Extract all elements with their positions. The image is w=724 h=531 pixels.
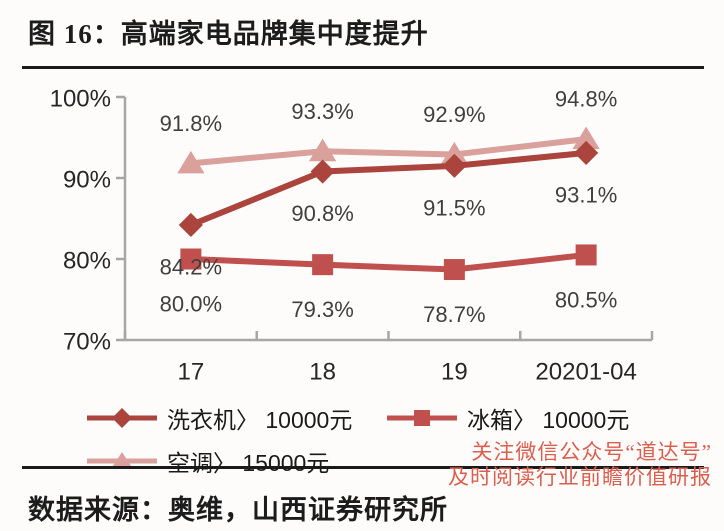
data-label-1-2: 78.7%	[423, 302, 485, 327]
x-axis-label: 20201-04	[535, 359, 636, 386]
watermark-line-1: 关注微信公众号“道达号”	[471, 440, 712, 464]
data-label-1-3: 80.5%	[555, 287, 617, 312]
legend-item-1: 冰箱〉 10000元	[385, 401, 685, 435]
data-label-2-1: 93.3%	[291, 99, 353, 124]
series-line-1	[190, 251, 587, 273]
x-axis-label: 19	[441, 359, 468, 386]
y-tick-label: 100%	[50, 86, 111, 113]
y-tick-label: 90%	[63, 167, 111, 194]
y-tick-label: 80%	[63, 248, 111, 275]
data-label-2-3: 94.8%	[555, 87, 617, 112]
legend-label-2: 空调〉 15000元	[167, 450, 330, 476]
legend-item-2: 空调〉 15000元	[85, 444, 385, 478]
series-marker-2-2	[440, 141, 469, 165]
data-label-2-2: 92.9%	[423, 102, 485, 127]
series-marker-2-0	[177, 150, 205, 174]
watermark-text: 关注微信公众号“道达号” 及时阅读行业前瞻价值研报	[448, 440, 712, 490]
legend-label-1: 冰箱〉 10000元	[467, 407, 630, 433]
watermark-line-2: 及时阅读行业前瞻价值研报	[448, 465, 712, 489]
top-rule-divider	[22, 66, 704, 69]
y-tick-label: 70%	[63, 329, 111, 356]
figure-title: 图 16：高端家电品牌集中度提升	[28, 19, 429, 49]
line-chart: 100% 90% 80% 70% 17 18 19 20201-04 84.2% 90.8% 91.…	[50, 86, 654, 386]
bottom-rule-divider	[22, 466, 704, 469]
chart-legend: 洗衣机〉 10000元 冰箱〉 10000元空调〉 15000元	[85, 401, 685, 478]
data-label-0-3: 93.1%	[555, 182, 617, 207]
series-marker-1-0	[180, 248, 202, 270]
legend-item-0: 洗衣机〉 10000元	[85, 401, 385, 435]
legend-label-0: 洗衣机〉 10000元	[167, 407, 353, 433]
series-marker-2-3	[572, 126, 600, 150]
legend-marker-triangle-icon	[87, 452, 157, 469]
data-label-1-0: 80.0%	[160, 292, 222, 317]
series-marker-0-3	[574, 140, 599, 165]
series-marker-0-1	[310, 159, 335, 184]
series-marker-1-3	[575, 244, 597, 266]
data-label-0-0: 84.2%	[160, 254, 222, 279]
legend-marker-square-icon	[387, 410, 457, 426]
series-marker-2-1	[308, 138, 337, 162]
series-marker-0-0	[178, 212, 203, 238]
series-marker-0-2	[442, 153, 467, 178]
data-source-text: 数据来源：奥维，山西证券研究所	[28, 495, 448, 525]
series-marker-1-1	[312, 254, 334, 276]
x-axis-label: 18	[309, 359, 336, 386]
x-axis-label: 17	[178, 359, 205, 386]
legend-marker-diamond-icon	[87, 408, 157, 428]
series-line-2	[190, 136, 587, 167]
data-label-1-1: 79.3%	[291, 297, 353, 322]
data-label-0-1: 90.8%	[291, 201, 353, 226]
data-label-0-2: 91.5%	[423, 195, 485, 220]
data-label-2-0: 91.8%	[160, 111, 222, 136]
series-marker-1-2	[443, 259, 465, 281]
series-line-0	[189, 149, 587, 228]
